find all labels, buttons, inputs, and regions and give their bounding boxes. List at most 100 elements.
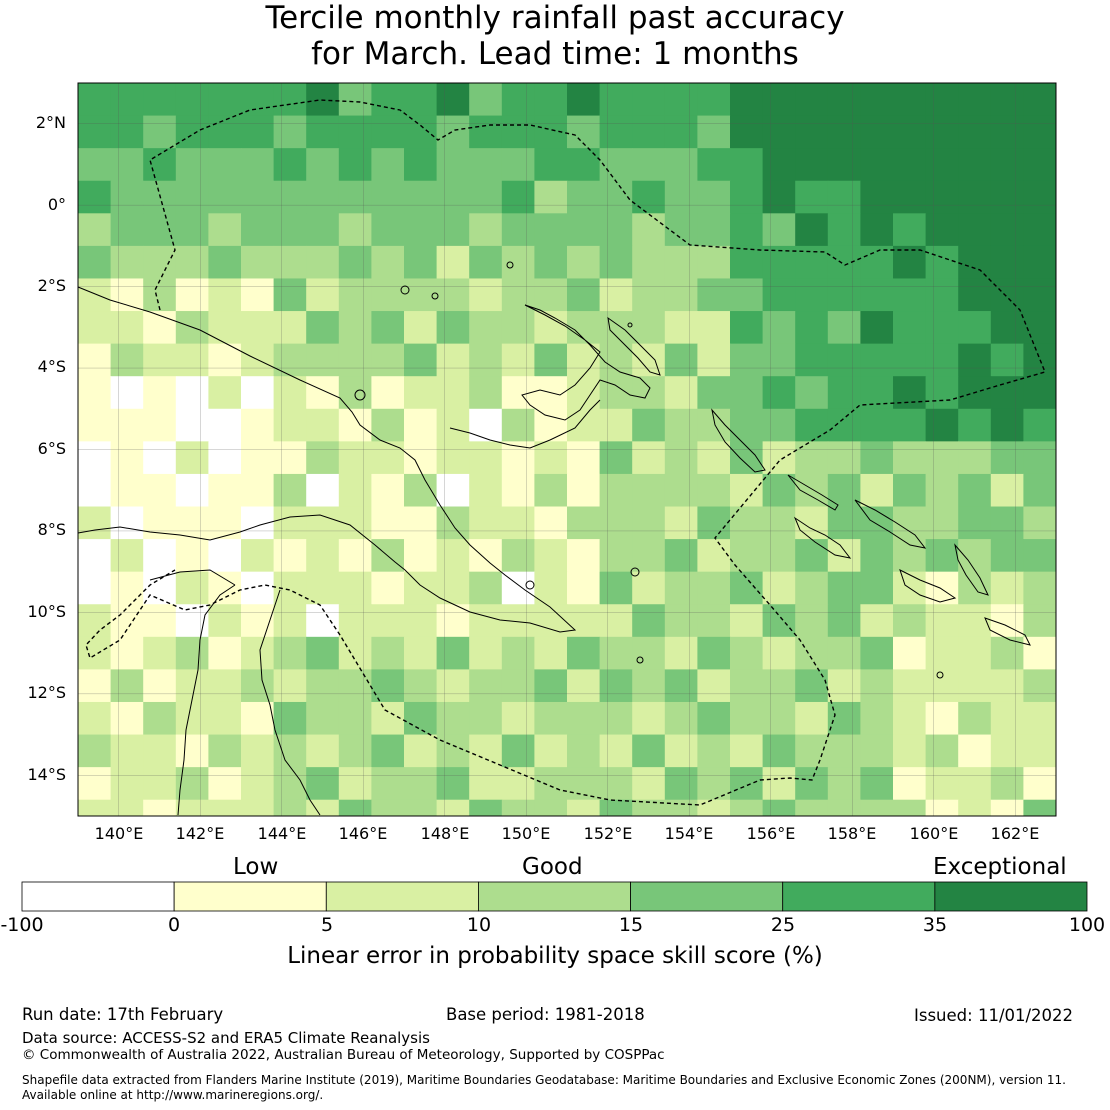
grid-cell xyxy=(664,148,698,182)
grid-cell xyxy=(1023,506,1057,540)
grid-cell xyxy=(567,213,601,247)
grid-cell xyxy=(436,636,470,670)
coastlines xyxy=(77,261,1031,816)
grid-cell xyxy=(893,180,927,214)
grid-cell xyxy=(697,376,731,410)
grid-cell xyxy=(175,148,209,182)
grid-cell xyxy=(469,473,503,508)
grid-cell xyxy=(795,408,829,442)
grid-cell xyxy=(534,473,568,508)
grid-cell xyxy=(306,636,340,670)
grid-cell xyxy=(175,115,209,149)
grid-cell xyxy=(730,213,764,247)
grid-cell xyxy=(827,734,861,768)
grid-cell xyxy=(827,245,861,279)
grid-cell xyxy=(697,767,731,801)
grid-cell xyxy=(1023,115,1057,149)
grid-cell xyxy=(893,604,927,638)
grid-cell xyxy=(436,539,470,573)
grid-cell xyxy=(1023,701,1057,736)
grid-cell xyxy=(306,539,340,573)
grid-cell xyxy=(599,311,633,345)
grid-cell xyxy=(567,799,601,817)
grid-cell xyxy=(664,701,698,736)
grid-cell xyxy=(306,180,340,214)
grid-cell xyxy=(958,148,992,182)
grid-cell xyxy=(78,278,112,312)
grid-cell xyxy=(567,245,601,279)
grid-cell xyxy=(469,767,503,801)
grid-cell xyxy=(534,115,568,149)
grid-cell xyxy=(795,148,829,182)
grid-cell xyxy=(78,701,112,736)
grid-cell xyxy=(273,278,307,312)
grid-cell xyxy=(338,83,372,117)
grid-cell xyxy=(175,408,209,442)
grid-cell xyxy=(404,767,438,801)
grid-cell xyxy=(501,506,535,540)
grid-cell xyxy=(78,799,112,817)
grid-cell xyxy=(762,539,796,573)
grid-cell xyxy=(599,473,633,508)
grid-cell xyxy=(208,473,242,508)
grid-cell xyxy=(110,376,144,410)
grid-cell xyxy=(958,669,992,703)
grid-cell xyxy=(241,115,275,149)
grid-cell xyxy=(273,376,307,410)
grid-cell xyxy=(795,213,829,247)
grid-cell xyxy=(599,799,633,817)
grid-cell xyxy=(860,115,894,149)
grid-cell xyxy=(241,767,275,801)
grid-cell xyxy=(404,83,438,117)
grid-cell xyxy=(143,734,177,768)
grid-cell xyxy=(143,213,177,247)
grid-cell xyxy=(469,83,503,117)
grid-cell xyxy=(730,636,764,670)
grid-cell xyxy=(990,115,1024,149)
grid-cell xyxy=(925,115,959,149)
grid-cell xyxy=(306,115,340,149)
grid-cell xyxy=(404,506,438,540)
grid-cell xyxy=(958,636,992,670)
grid-cell xyxy=(827,539,861,573)
grid-cell xyxy=(175,734,209,768)
grid-cell xyxy=(241,734,275,768)
small-island xyxy=(525,580,535,590)
colorbar-tick: 10 xyxy=(466,914,492,936)
grid-cell xyxy=(697,799,731,817)
grid-cell xyxy=(762,115,796,149)
grid-cell xyxy=(306,571,340,605)
grid-cell xyxy=(306,311,340,345)
grid-cell xyxy=(730,701,764,736)
grid-cell xyxy=(990,245,1024,279)
grid-cell xyxy=(762,734,796,768)
grid-cell xyxy=(436,767,470,801)
grid-cell xyxy=(404,441,438,475)
grid-cell xyxy=(697,539,731,573)
grid-cell xyxy=(436,441,470,475)
grid-cell xyxy=(795,734,829,768)
grid-cell xyxy=(893,311,927,345)
grid-cell xyxy=(599,701,633,736)
small-island xyxy=(354,389,366,401)
choiseul-coast xyxy=(787,474,839,511)
grid-cell xyxy=(762,506,796,540)
grid-cell xyxy=(110,83,144,117)
grid-cell xyxy=(990,734,1024,768)
grid-cell xyxy=(306,213,340,247)
grid-cell xyxy=(469,148,503,182)
grid-cell xyxy=(371,799,405,817)
grid-cell xyxy=(78,148,112,182)
grid-cell xyxy=(175,799,209,817)
grid-cell xyxy=(860,343,894,377)
grid-cell xyxy=(1023,408,1057,442)
grid-cell xyxy=(371,767,405,801)
grid-cell xyxy=(175,213,209,247)
grid-cell xyxy=(404,311,438,345)
grid-cell xyxy=(404,604,438,638)
grid-cell xyxy=(632,148,666,182)
grid-cell xyxy=(925,604,959,638)
grid-cell xyxy=(632,180,666,214)
grid-cell xyxy=(990,441,1024,475)
grid-cell xyxy=(925,311,959,345)
